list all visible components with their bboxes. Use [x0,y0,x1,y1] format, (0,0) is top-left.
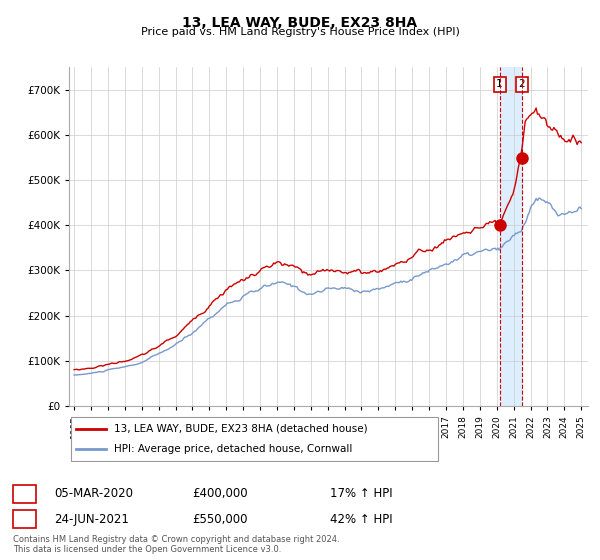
Text: 17% ↑ HPI: 17% ↑ HPI [330,487,392,501]
FancyBboxPatch shape [71,417,439,461]
Bar [500,67,522,406]
Text: £400,000: £400,000 [192,487,248,501]
Text: 13, LEA WAY, BUDE, EX23 8HA: 13, LEA WAY, BUDE, EX23 8HA [182,16,418,30]
Text: 2: 2 [21,512,28,526]
Text: 13, LEA WAY, BUDE, EX23 8HA (detached house): 13, LEA WAY, BUDE, EX23 8HA (detached ho… [113,424,367,434]
Text: 05-MAR-2020: 05-MAR-2020 [54,487,133,501]
Text: 2: 2 [518,79,525,89]
Text: £550,000: £550,000 [192,512,248,526]
Text: 1: 1 [21,487,28,501]
Text: 24-JUN-2021: 24-JUN-2021 [54,512,129,526]
Text: 1: 1 [496,79,503,89]
Text: 42% ↑ HPI: 42% ↑ HPI [330,512,392,526]
Text: HPI: Average price, detached house, Cornwall: HPI: Average price, detached house, Corn… [113,444,352,454]
Text: Contains HM Land Registry data © Crown copyright and database right 2024.
This d: Contains HM Land Registry data © Crown c… [13,535,340,554]
Text: Price paid vs. HM Land Registry's House Price Index (HPI): Price paid vs. HM Land Registry's House … [140,27,460,37]
